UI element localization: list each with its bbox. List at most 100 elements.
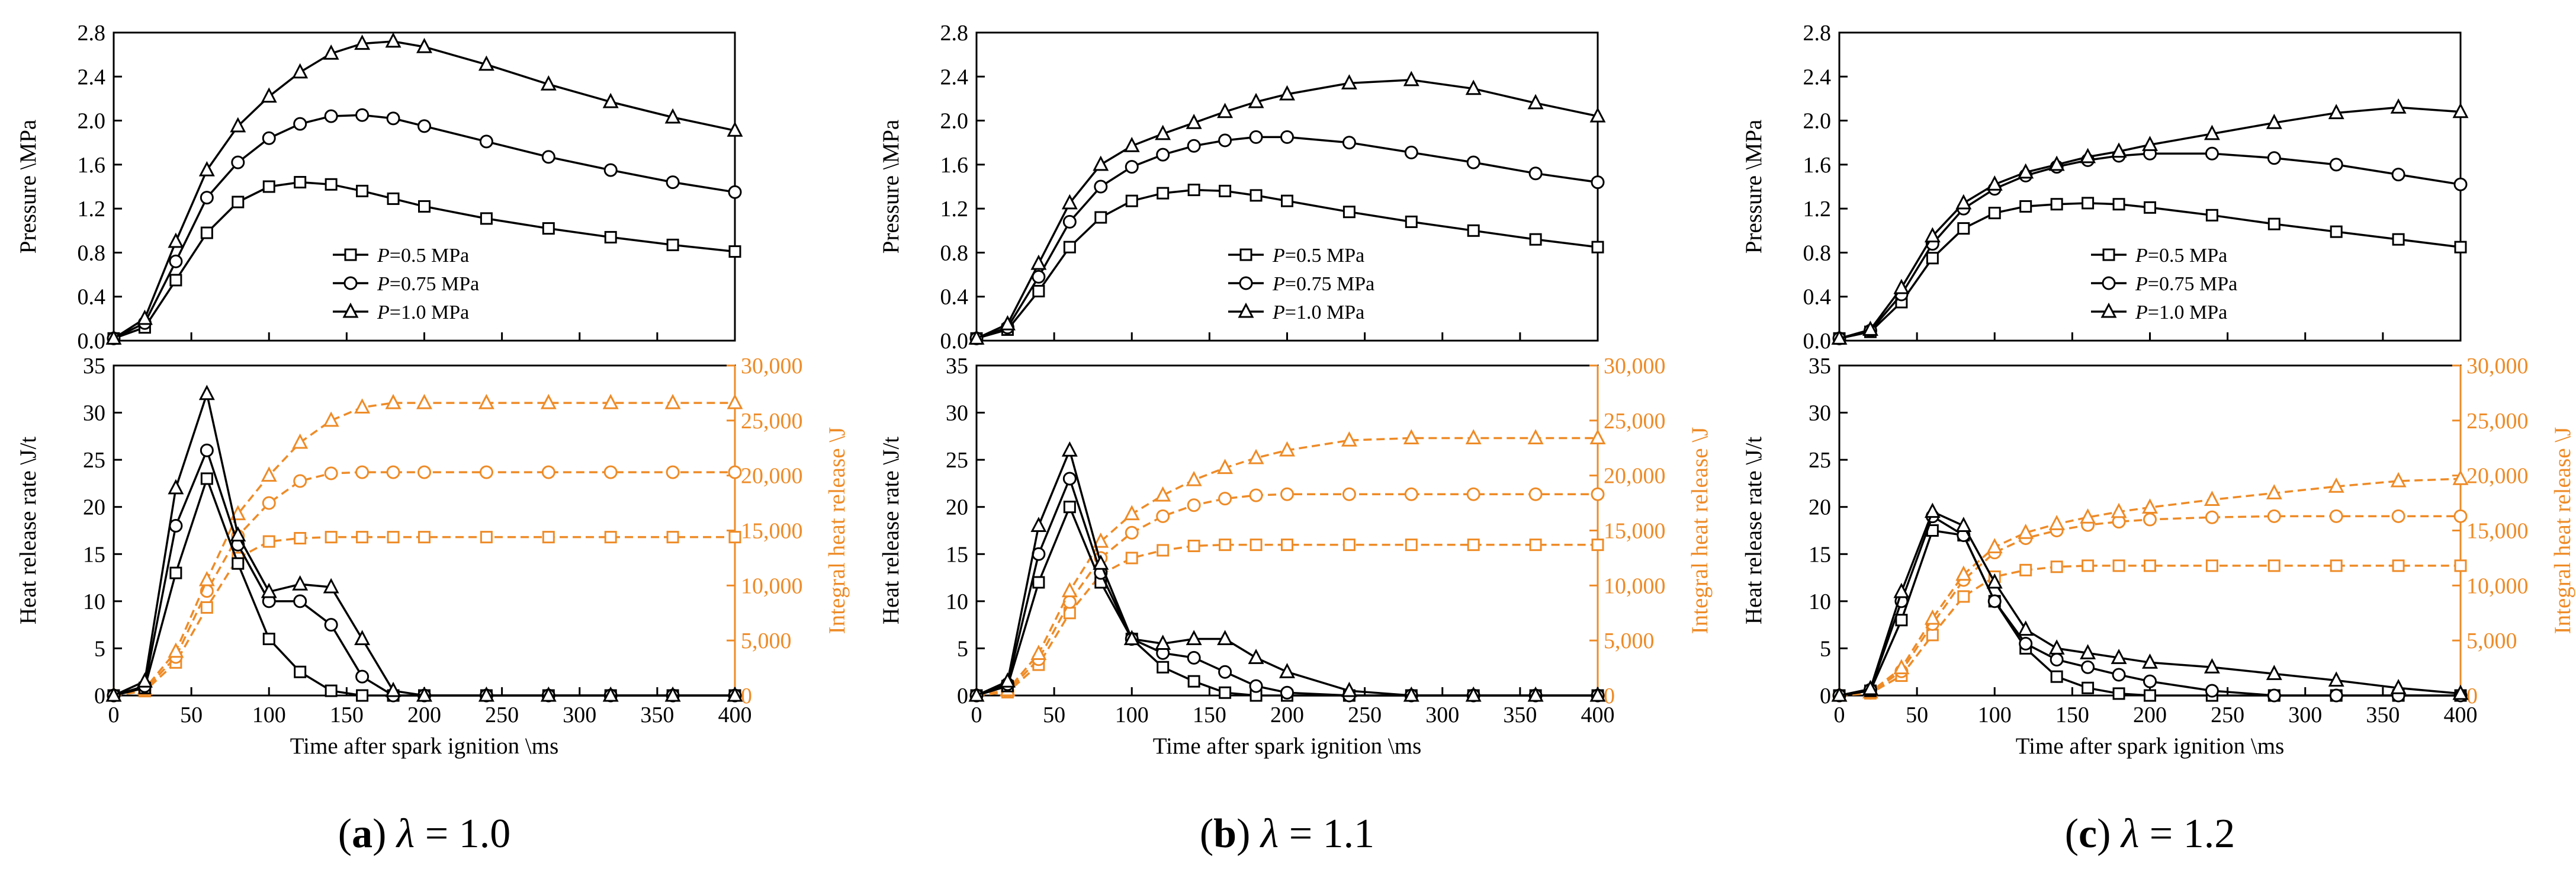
- rate-series-point: [356, 689, 369, 702]
- heat-rate-axis-title: Heat release rate \J/t: [878, 437, 904, 624]
- integral-tick-label: 30,000: [2466, 354, 2529, 379]
- rate-series-point: [1123, 630, 1140, 646]
- pressure-series-point: [1156, 148, 1170, 162]
- pressure-series-point: [1862, 320, 1878, 336]
- pressure-series-point: [1063, 241, 1076, 254]
- integral-series-point: [1528, 487, 1543, 501]
- pressure-series-point: [387, 192, 400, 205]
- x-tick-label: 150: [1193, 703, 1226, 727]
- pressure-series-point: [1924, 227, 1941, 243]
- x-tick-label: 250: [2211, 703, 2244, 727]
- integral-series-point: [417, 465, 431, 479]
- pressure-tick-label: 0.8: [1803, 241, 1832, 265]
- integral-series-point: [1591, 487, 1605, 501]
- pressure-series-point: [2453, 177, 2468, 191]
- pressure-series-point: [324, 109, 338, 123]
- integral-series-point: [1125, 525, 1139, 540]
- integral-series-point: [1893, 659, 1910, 675]
- heat-rate-tick-label: 5: [94, 636, 105, 661]
- integral-series-point: [1404, 487, 1418, 501]
- pressure-series-line: [976, 79, 1598, 339]
- pressure-tick-label: 2.0: [1803, 109, 1832, 134]
- pressure-series-point: [1157, 187, 1170, 200]
- rate-series-point: [2390, 679, 2407, 694]
- integral-tick-label: 0: [2466, 684, 2478, 709]
- rate-series-point: [1831, 686, 1848, 702]
- integral-series-point: [1924, 609, 1941, 625]
- rate-series-point: [1155, 634, 1171, 650]
- heat-rate-tick-label: 20: [83, 495, 105, 520]
- pressure-tick-label: 0.8: [940, 241, 969, 265]
- pressure-tick-label: 0.4: [78, 285, 106, 310]
- integral-series-line: [1839, 477, 2461, 697]
- integral-series-point: [1342, 539, 1356, 552]
- rate-series-point: [1955, 517, 1972, 533]
- pressure-series-point: [1342, 136, 1356, 150]
- pressure-series-point: [2204, 124, 2220, 140]
- rate-series-point: [1187, 675, 1200, 688]
- integral-series-point: [1157, 544, 1170, 557]
- x-tick-label: 100: [1115, 703, 1149, 727]
- pressure-series-point: [2205, 209, 2218, 222]
- integral-series-point: [1280, 487, 1294, 501]
- legend-marker: [344, 248, 357, 261]
- pressure-series-line: [1839, 152, 2461, 339]
- rate-series-point: [2144, 689, 2156, 702]
- pressure-series-point: [2018, 163, 2034, 179]
- pressure-series-point: [2082, 197, 2095, 210]
- integral-series-point: [728, 465, 742, 479]
- pressure-series-point: [169, 274, 182, 287]
- integral-tick-label: 15,000: [1604, 519, 1666, 544]
- rate-series-point: [2112, 687, 2125, 700]
- heat-rate-tick-label: 30: [946, 401, 968, 426]
- legend-label: P=0.5 MPa: [2135, 245, 2227, 267]
- pressure-tick-label: 0.4: [1803, 285, 1832, 310]
- integral-tick-label: 20,000: [741, 464, 803, 489]
- integral-series-point: [1589, 429, 1606, 445]
- rate-series-point: [261, 582, 277, 598]
- rate-series-point: [2019, 636, 2033, 650]
- integral-series-point: [1125, 552, 1138, 565]
- x-tick-label: 350: [1503, 703, 1537, 727]
- x-tick-label: 50: [180, 703, 203, 727]
- heat-rate-tick-label: 35: [1809, 354, 1831, 379]
- pressure-series-line: [113, 114, 735, 339]
- pressure-series-point: [356, 184, 369, 197]
- pressure-tick-label: 0.0: [78, 329, 106, 354]
- pressure-series-point: [1061, 194, 1078, 210]
- x-tick-label: 50: [1906, 703, 1928, 727]
- integral-series-point: [292, 433, 309, 449]
- integral-series-point: [2111, 502, 2127, 518]
- integral-series-point: [416, 393, 432, 409]
- pressure-series-point: [1219, 184, 1232, 197]
- pressure-tick-label: 2.0: [78, 109, 106, 134]
- integral-series-point: [2390, 472, 2407, 488]
- integral-series-point: [2454, 559, 2467, 572]
- rate-series-point: [136, 672, 153, 688]
- integral-tick-label: 15,000: [741, 519, 803, 544]
- pressure-series-line: [1839, 202, 2461, 340]
- legend-label: P=1.0 MPa: [377, 302, 469, 323]
- pressure-series-point: [1186, 114, 1202, 129]
- pressure-series-point: [1155, 124, 1171, 140]
- rate-series-point: [169, 519, 183, 533]
- rate-series-point: [2142, 653, 2158, 669]
- pressure-series-point: [2144, 201, 2156, 214]
- heat-rate-axis-title: Heat release rate \J/t: [15, 437, 41, 624]
- rate-series-point: [1093, 554, 1109, 570]
- integral-series-point: [2082, 559, 2095, 572]
- pressure-series-point: [323, 44, 339, 60]
- pressure-series-point: [728, 245, 741, 258]
- pressure-series-point: [666, 238, 679, 251]
- x-tick-label: 150: [2055, 703, 2089, 727]
- pressure-series-point: [1187, 184, 1200, 197]
- integral-series-point: [728, 531, 741, 544]
- pressure-series-point: [2390, 98, 2407, 114]
- pressure-series-point: [294, 176, 307, 189]
- pressure-series-point: [664, 108, 681, 124]
- legend-label: P=0.75 MPa: [2135, 273, 2237, 295]
- integral-series-point: [1527, 429, 1544, 445]
- rate-series-point: [1186, 630, 1202, 646]
- rate-series-point: [105, 686, 122, 702]
- integral-series-point: [1156, 509, 1170, 523]
